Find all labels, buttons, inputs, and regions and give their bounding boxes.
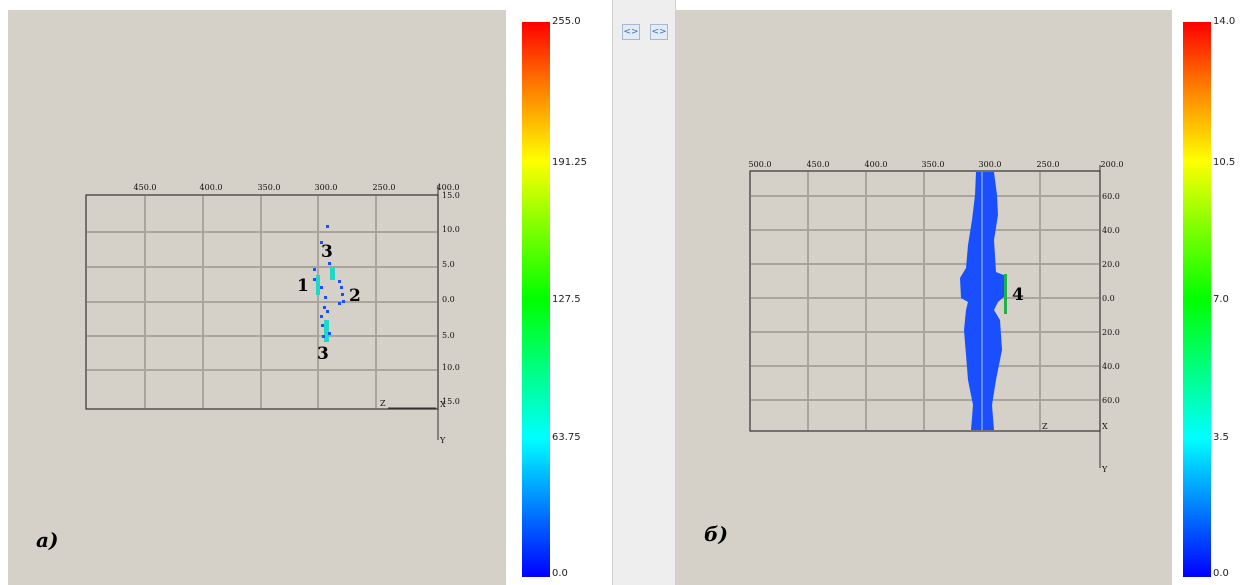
top-tick-left: 400.0 [200,183,223,192]
colorbar-tick-right: 3.5 [1213,432,1229,443]
top-tick-right: 250.0 [1037,160,1060,169]
right-tick-left: 5.0 [442,331,455,340]
colorbar-min-right: 0.0 [1213,568,1229,579]
splitter-right-button[interactable]: <> [650,24,668,40]
grid-left [87,196,437,408]
colorbar-max-right: 14.0 [1213,16,1236,27]
right-tick-left: 0.0 [442,295,455,304]
right-tick-right: 20.0 [1102,260,1120,269]
corner-label-right: 200.0 [1101,160,1124,169]
right-tick-left: 5.0 [442,260,455,269]
right-tick-right: 40.0 [1102,362,1120,371]
axis-x-label: X [440,400,446,409]
annotation-3-top: 3 [321,242,333,262]
colorbar-tick-left: 63.75 [552,432,581,443]
axis-y-label: Y [439,436,446,445]
colorbar-min-left: 0.0 [552,568,568,579]
splitter-left-button[interactable]: <> [622,24,640,40]
right-tick-right: 60.0 [1102,192,1120,201]
point-cloud-left [313,225,345,342]
plot-right: 500.0 450.0 400.0 350.0 300.0 250.0 200.… [749,160,1124,474]
top-tick-right: 450.0 [807,160,830,169]
top-tick-right: 300.0 [979,160,1002,169]
colorbar-tick-left: 191.25 [552,157,587,168]
annotation-1: 1 [297,276,309,296]
grid-right [751,172,1099,430]
annotation-3-bottom: 3 [317,344,329,364]
corner-label-left: 400.0 [437,183,460,192]
annotation-2: 2 [349,286,361,306]
right-tick-left: 15.0 [442,397,460,406]
marker-green [1004,274,1007,314]
right-tick-left: 10.0 [442,225,460,234]
top-tick-left: 450.0 [134,183,157,192]
colorbar-left [522,22,550,577]
right-tick-right: 0.0 [1102,294,1115,303]
top-tick-right: 350.0 [922,160,945,169]
viewport-right[interactable]: 500.0 450.0 400.0 350.0 300.0 250.0 200.… [676,10,1172,585]
view-splitter[interactable]: <> <> [612,0,676,585]
right-tick-left: 10.0 [442,363,460,372]
axis-z-label: Z [380,399,386,408]
right-tick-left: 15.0 [442,191,460,200]
axis-y-label: Y [1101,465,1108,474]
top-tick-left: 300.0 [315,183,338,192]
colorbar-tick-right: 7.0 [1213,294,1229,305]
right-tick-right: 40.0 [1102,226,1120,235]
top-tick-right: 500.0 [749,160,772,169]
axis-z-label: Z [1042,422,1048,431]
colorbar-tick-right: 10.5 [1213,157,1236,168]
viewport-left[interactable]: 450.0 400.0 350.0 300.0 250.0 400.0 15.0… [8,10,506,585]
axis-x-label: X [1102,422,1108,431]
colorbar-tick-left: 127.5 [552,294,581,305]
colorbar-max-left: 255.0 [552,16,581,27]
plot-left: 450.0 400.0 350.0 300.0 250.0 400.0 15.0… [85,183,460,445]
top-tick-left: 350.0 [258,183,281,192]
point-cloud-right [960,172,1006,430]
colorbar-right [1183,22,1211,577]
right-tick-right: 60.0 [1102,396,1120,405]
annotation-4: 4 [1012,285,1024,305]
top-tick-left: 250.0 [373,183,396,192]
right-tick-right: 20.0 [1102,328,1120,337]
panel-label-a: a) [36,528,59,552]
panel-label-b: б) [704,522,728,546]
top-tick-right: 400.0 [865,160,888,169]
